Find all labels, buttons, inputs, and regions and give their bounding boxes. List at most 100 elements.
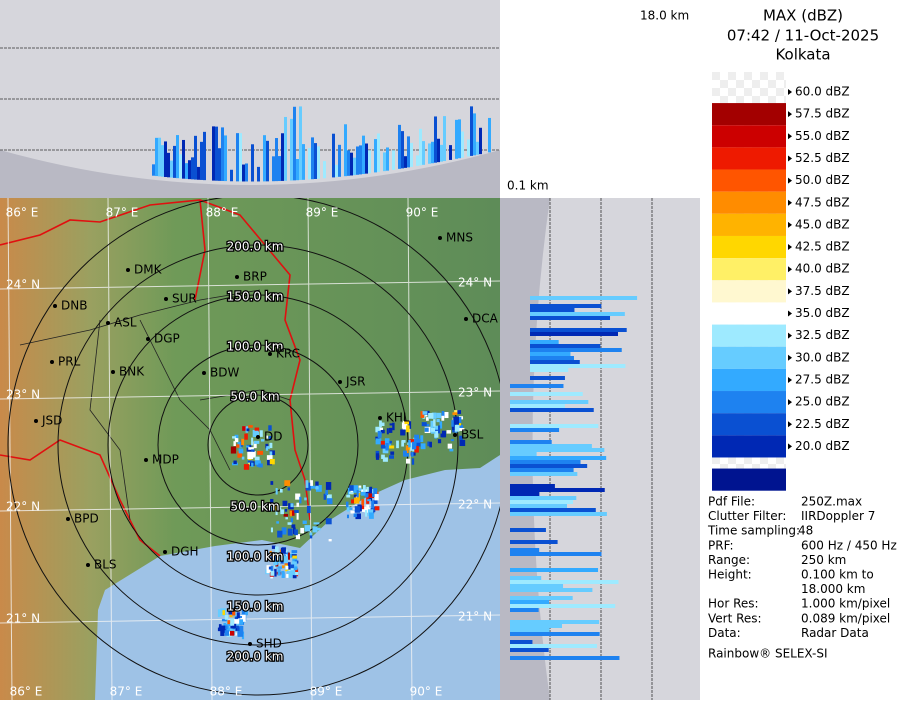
echo-cell (290, 503, 294, 508)
echo-cell (452, 412, 458, 416)
top-profile (428, 143, 431, 164)
echo-cell (444, 412, 449, 419)
echo-cell (237, 627, 240, 631)
echo-cell (236, 444, 240, 448)
top-profile (383, 152, 386, 172)
city-label: MDP (152, 453, 179, 467)
echo-cell (268, 425, 272, 431)
info-value: 1.000 km/pixel (801, 597, 890, 611)
legend-swatch (712, 147, 786, 170)
echo-cell (289, 564, 295, 569)
top-profile (344, 124, 347, 177)
side-profile (530, 312, 625, 316)
legend-label: 40.0 dBZ (795, 262, 850, 276)
top-profile (236, 133, 239, 182)
echo-cell (299, 496, 302, 504)
echo-cell (380, 429, 385, 434)
echo-cell (350, 510, 356, 514)
echo-cell (284, 508, 288, 512)
echo-cell (283, 556, 288, 564)
echo-cell (255, 460, 261, 465)
top-profile (431, 141, 434, 164)
lat-label: 24° N (6, 278, 40, 292)
echo-cell (306, 505, 311, 514)
echo-cell (353, 513, 357, 518)
corner (500, 0, 700, 198)
lat-label: 23° N (458, 386, 492, 400)
side-profile (510, 584, 564, 588)
city-marker (464, 317, 468, 321)
title: MAX (dBZ) (763, 7, 843, 25)
side-profile (510, 444, 592, 448)
lon-label: 90° E (406, 206, 439, 220)
echo-cell (420, 435, 424, 443)
echo-cell (276, 559, 279, 565)
location: Kolkata (775, 46, 830, 64)
city-label: DGH (171, 545, 199, 559)
top-profile (158, 137, 161, 177)
info-value: 250 km (801, 553, 846, 567)
echo-cell (312, 526, 318, 533)
top-profile (479, 127, 482, 155)
map: 86° E 86° E 87° E 87° E 88° E 88° E 89° E 89° E… (0, 198, 500, 700)
echo-cell (420, 411, 425, 418)
side-profile (510, 644, 597, 648)
legend-swatch (712, 258, 786, 281)
echo-cell (382, 448, 389, 454)
echo-cell (356, 490, 359, 498)
echo-cell (361, 488, 366, 496)
echo-cell (454, 424, 460, 432)
top-profile (281, 133, 284, 181)
lon-label: 86° E (10, 685, 43, 699)
echo-cell (230, 618, 235, 626)
echo-cell (447, 443, 453, 449)
meridian (307, 198, 313, 700)
ring-label: 200.0 km (227, 240, 284, 254)
top-profile (377, 133, 380, 172)
city-label: DMK (134, 263, 163, 277)
side-profile (530, 364, 626, 368)
echo-cell (379, 427, 383, 430)
top-profile (224, 135, 227, 182)
echo-cell (277, 557, 281, 564)
echo-cell (283, 513, 289, 517)
legend-label: 22.5 dBZ (795, 417, 850, 431)
echo-cell (275, 546, 279, 553)
top-profile (179, 154, 182, 179)
echo-cell (293, 571, 299, 576)
echo-cell (326, 494, 332, 501)
meridian (207, 198, 213, 700)
echo-cell (438, 425, 441, 434)
echo-cell (251, 437, 254, 446)
top-profile (215, 126, 218, 181)
echo-cell (284, 480, 291, 486)
sea (95, 455, 500, 700)
side-profile (530, 296, 638, 300)
echo-cell (364, 492, 369, 498)
legend-label: 52.5 dBZ (795, 151, 850, 165)
legend-tick (788, 443, 792, 450)
city-label: JSD (41, 414, 62, 428)
city-label: KRC (276, 347, 300, 361)
legend-tick (788, 155, 792, 162)
legend-swatch (712, 302, 786, 325)
side-profile (510, 624, 562, 628)
echo-cell (421, 422, 427, 427)
echo-cell (286, 574, 289, 578)
echo-cell (380, 440, 387, 445)
side-profile (510, 600, 550, 604)
echo-cell (280, 547, 286, 554)
lat-label: 22° N (458, 498, 492, 512)
side-profile (530, 328, 627, 332)
echo-cell (269, 451, 273, 458)
echo-cell (372, 500, 378, 504)
parallel (0, 390, 500, 400)
echo-cell (437, 439, 442, 444)
info-value: 0.089 km/pixel (801, 611, 890, 625)
side-profile (510, 512, 607, 516)
side-profile (510, 640, 533, 644)
echo-cell (260, 439, 265, 442)
info-key: Time sampling: (707, 524, 800, 538)
top-profile (299, 106, 302, 181)
legend: 60.0 dBZ 57.5 dBZ 55.0 dBZ 52.5 dBZ 50.0 dBZ… (712, 85, 850, 491)
